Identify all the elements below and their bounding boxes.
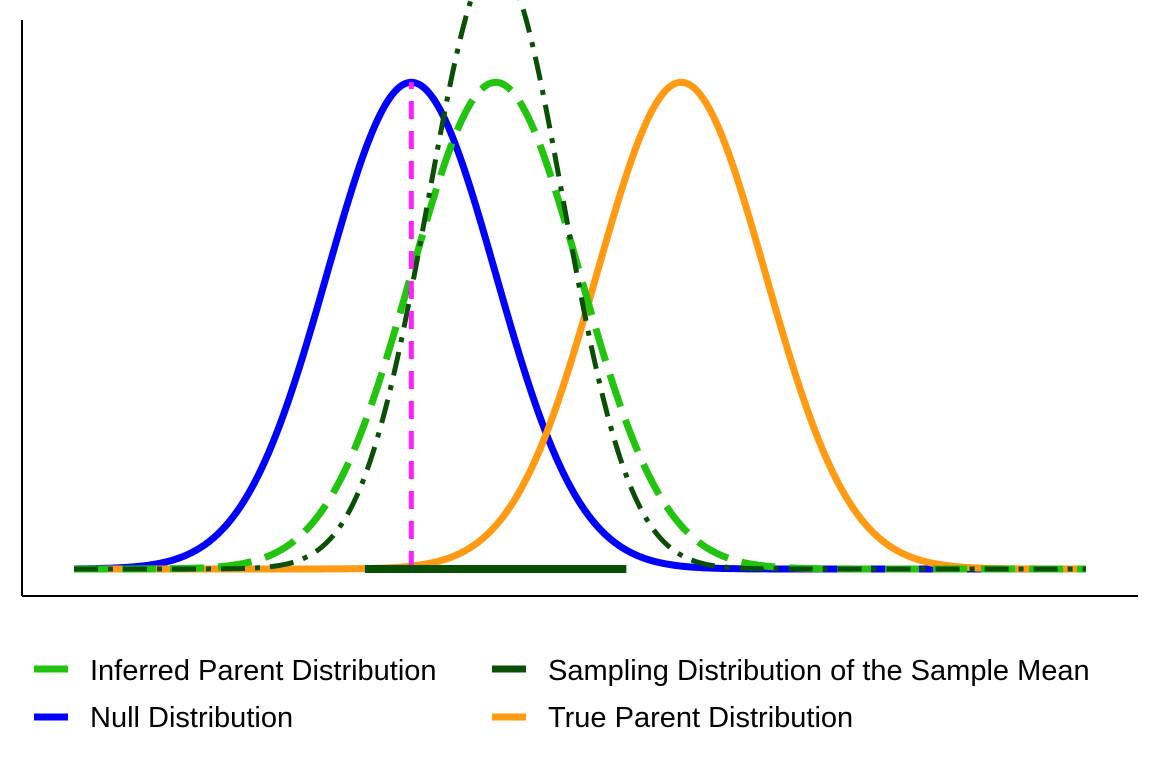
legend-label-null: Null Distribution <box>90 702 293 734</box>
series-layer <box>73 0 1087 573</box>
series-line-true <box>73 78 1087 573</box>
plot-area <box>21 0 1138 597</box>
legend-item-true: True Parent Distribution <box>492 702 853 734</box>
legend-item-inferred: Inferred Parent Distribution <box>34 655 437 687</box>
legend-item-sampling: Sampling Distribution of the Sample Mean <box>492 655 1090 687</box>
legend-item-null: Null Distribution <box>34 702 293 734</box>
legend: Inferred Parent Distribution Sampling Di… <box>34 655 1090 734</box>
legend-label-true: True Parent Distribution <box>548 702 853 734</box>
legend-label-inferred: Inferred Parent Distribution <box>90 655 437 687</box>
series-line-sampling <box>74 0 1086 572</box>
legend-label-sampling: Sampling Distribution of the Sample Mean <box>548 655 1090 687</box>
series-line-inferred <box>73 78 1087 573</box>
